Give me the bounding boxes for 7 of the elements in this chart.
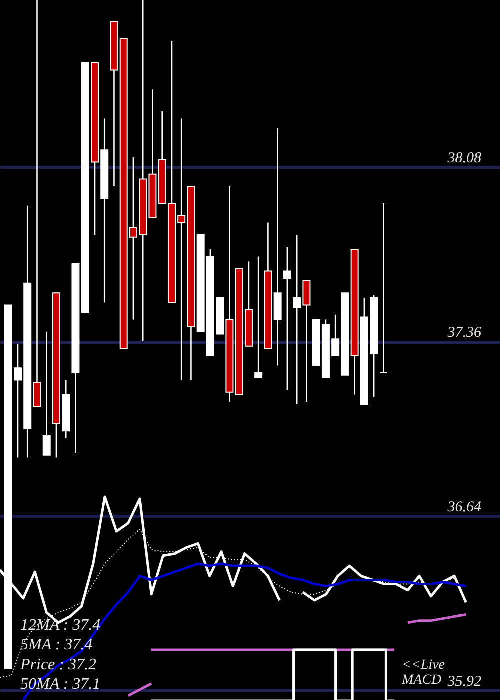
annotation: MACD bbox=[401, 673, 442, 688]
y-tick-label: 35.92 bbox=[446, 674, 482, 690]
y-tick-label: 36.64 bbox=[446, 499, 482, 516]
annotation: 12MA : 37.4 bbox=[20, 617, 101, 634]
annotation: <<Live bbox=[402, 658, 445, 673]
y-tick-label: 38.08 bbox=[446, 150, 482, 167]
y-tick-label: 37.36 bbox=[446, 325, 482, 342]
